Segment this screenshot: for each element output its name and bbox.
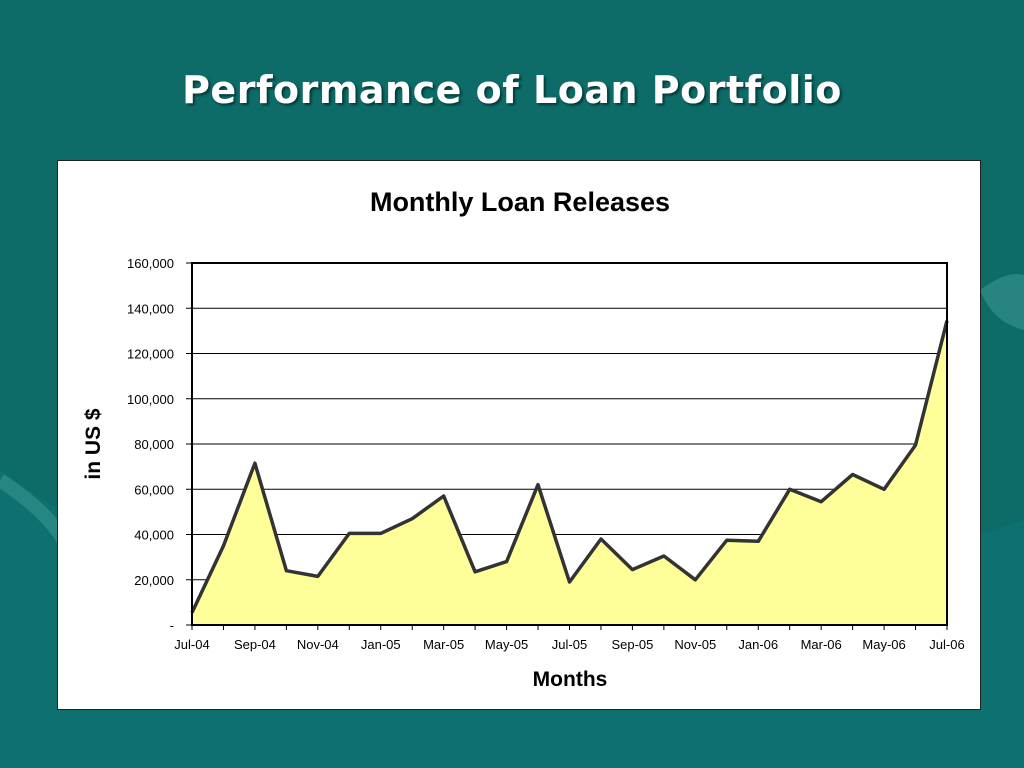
y-tick-label-7: 140,000	[127, 301, 174, 316]
y-tick-label-2: 40,000	[134, 528, 174, 543]
x-tick-label-12: Jul-06	[929, 637, 964, 652]
x-axis-label: Months	[533, 668, 608, 691]
x-tick-label-10: Mar-06	[801, 637, 842, 652]
y-tick-label-1: 20,000	[134, 573, 174, 588]
y-tick-label-5: 100,000	[127, 392, 174, 407]
y-tick-label-0: -	[170, 618, 174, 633]
x-tick-label-9: Jan-06	[738, 637, 778, 652]
x-tick-label-3: Jan-05	[361, 637, 401, 652]
x-tick-label-4: Mar-05	[423, 637, 464, 652]
slide-title: Performance of Loan Portfolio	[182, 68, 842, 112]
x-tick-label-8: Nov-05	[674, 637, 716, 652]
x-tick-label-5: May-05	[485, 637, 528, 652]
chart-title: Monthly Loan Releases	[370, 187, 670, 217]
area-fill	[192, 320, 947, 625]
y-tick-label-8: 160,000	[127, 256, 174, 271]
x-tick-labels: Jul-04 Sep-04 Nov-04 Jan-05 Mar-05 May-05 Jul-…	[174, 637, 964, 652]
x-tick-label-11: May-06	[862, 637, 905, 652]
y-tick-label-4: 80,000	[134, 437, 174, 452]
x-tick-label-7: Sep-05	[611, 637, 653, 652]
x-tick-label-1: Sep-04	[234, 637, 276, 652]
plot-frame	[186, 262, 948, 630]
series-line	[190, 320, 949, 614]
y-tick-labels: - 20,000 40,000 60,000 80,000 100,000 120,000 1…	[127, 256, 174, 633]
y-tick-label-6: 120,000	[127, 347, 174, 362]
x-tick-label-2: Nov-04	[297, 637, 339, 652]
x-tick-label-6: Jul-05	[552, 637, 587, 652]
area-series	[190, 320, 949, 625]
y-axis-label: in US $	[82, 408, 105, 480]
y-tick-label-3: 60,000	[134, 482, 174, 497]
x-tick-label-0: Jul-04	[174, 637, 209, 652]
